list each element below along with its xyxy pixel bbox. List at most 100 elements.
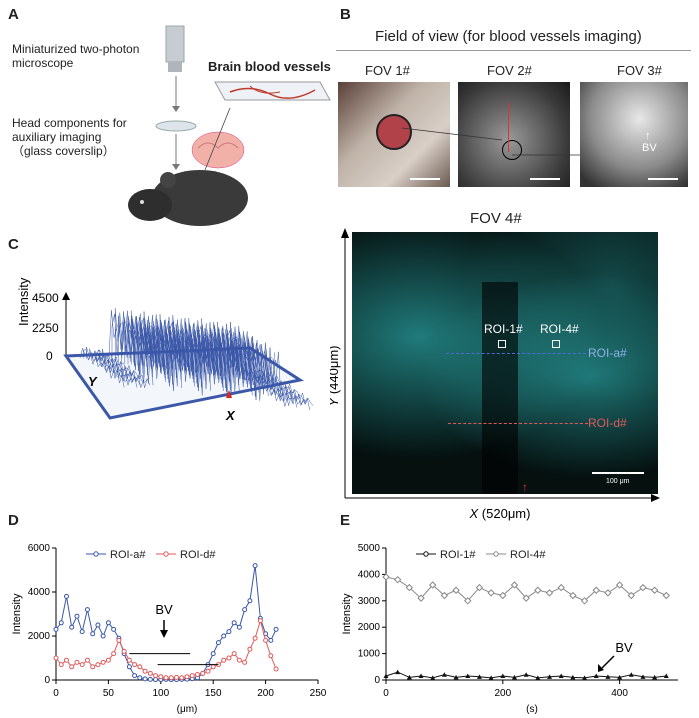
series-point xyxy=(430,675,436,680)
head-components-label-3: （glass coverslip） xyxy=(12,144,115,158)
bv-arrow-head xyxy=(160,630,168,638)
bv-arrow-head xyxy=(598,664,604,672)
panel-letter-e: E xyxy=(340,512,351,529)
series-point xyxy=(84,607,90,613)
series-point xyxy=(100,633,106,639)
brain-vessels-label: Brain blood vessels xyxy=(208,59,331,74)
surface-trace xyxy=(204,322,250,389)
series-point xyxy=(639,583,647,592)
series-point xyxy=(476,674,482,679)
series-point xyxy=(662,591,671,600)
x-tick-label: 250 xyxy=(310,688,327,699)
series-point xyxy=(179,675,185,681)
series-point xyxy=(268,653,274,659)
series-point xyxy=(142,676,148,682)
series-point xyxy=(405,583,414,592)
series-point xyxy=(475,583,484,592)
series-point xyxy=(69,624,75,630)
roi-a-label: ROI-a# xyxy=(588,346,627,360)
brain-icon xyxy=(191,131,245,169)
series-point xyxy=(79,662,85,668)
series-point xyxy=(522,594,530,602)
x-tick-label: 200 xyxy=(257,688,274,699)
y-axis-label: Intensity xyxy=(341,593,353,634)
panel-letter-a: A xyxy=(8,6,19,23)
y-tick-label: 5000 xyxy=(358,543,381,554)
roi-1-box xyxy=(498,340,506,348)
series-point xyxy=(84,657,90,663)
series-point xyxy=(137,664,143,670)
series-point xyxy=(652,674,658,680)
surface-trace xyxy=(86,346,131,386)
series-point xyxy=(593,673,599,679)
series-point xyxy=(263,637,269,643)
series-point xyxy=(628,672,634,677)
series-point xyxy=(53,655,59,661)
series-point xyxy=(236,624,242,630)
x-tick-label: 0 xyxy=(53,688,59,699)
legend-label: ROI-4# xyxy=(510,549,546,561)
surface-trace xyxy=(105,352,151,388)
y-tick-label: 0 xyxy=(374,675,380,686)
fov2-zoom-circle xyxy=(502,140,522,160)
series-point xyxy=(200,670,206,676)
series-point xyxy=(132,673,138,679)
series-point xyxy=(382,573,390,581)
surface-trace xyxy=(239,367,285,403)
bv-annotation: BV xyxy=(615,640,633,655)
series-point xyxy=(174,674,180,680)
series-point xyxy=(242,607,248,613)
series-point xyxy=(153,673,159,679)
series-point xyxy=(90,664,96,670)
panel-letter-b: B xyxy=(340,6,351,23)
vessel-slab-icon xyxy=(214,81,331,101)
surface-trace xyxy=(169,319,215,389)
surface-trace xyxy=(223,323,269,397)
series-point xyxy=(440,591,449,600)
surface-trace xyxy=(82,348,128,384)
y-tick-label: 6000 xyxy=(28,543,51,554)
fov3-scalebar xyxy=(648,178,678,180)
series-point xyxy=(247,646,253,652)
series-point xyxy=(105,657,111,663)
series-point xyxy=(153,677,159,683)
series-point xyxy=(242,659,248,665)
series-point xyxy=(268,637,274,643)
legend-label: ROI-a# xyxy=(110,549,146,561)
fov1-label: FOV 1# xyxy=(365,63,410,78)
fov4-axes: Y (440μm) X (520μm) xyxy=(330,228,660,521)
series-point xyxy=(63,593,69,599)
roi-d-line xyxy=(448,423,588,424)
series-point xyxy=(500,673,506,679)
fov4-title: FOV 4# xyxy=(470,210,522,227)
surface-axis-y: Y xyxy=(88,374,98,389)
series-point xyxy=(464,597,472,605)
series-point xyxy=(95,662,101,668)
surface-tick-2250: 2250 xyxy=(32,321,59,335)
series-point xyxy=(226,629,232,635)
series-point xyxy=(582,675,588,680)
series-point xyxy=(95,622,101,628)
series-point xyxy=(650,586,659,594)
surface-trace xyxy=(153,314,199,379)
surface-peaks xyxy=(79,308,314,411)
head-components-label-2: auxiliary imaging xyxy=(12,130,102,144)
series-point xyxy=(226,655,232,661)
series-point xyxy=(257,618,263,624)
series-point xyxy=(111,626,117,632)
fov-connector-lines xyxy=(401,127,580,156)
bv-annotation: BV xyxy=(155,602,173,617)
series-point xyxy=(205,668,211,674)
y-tick-label: 3000 xyxy=(358,596,381,607)
series-point xyxy=(534,586,542,594)
surface-tick-4500: 4500 xyxy=(32,291,59,305)
fov2-scalebar xyxy=(530,178,560,180)
x-tick-label: 400 xyxy=(611,688,628,699)
series-point xyxy=(90,631,96,637)
fov-title: Field of view (for blood vessels imaging… xyxy=(375,28,642,45)
legend-label: ROI-d# xyxy=(180,549,216,561)
y-tick-label: 4000 xyxy=(28,587,51,598)
legend-marker xyxy=(163,551,169,557)
surface-trace xyxy=(182,318,227,383)
series-point xyxy=(569,591,577,600)
